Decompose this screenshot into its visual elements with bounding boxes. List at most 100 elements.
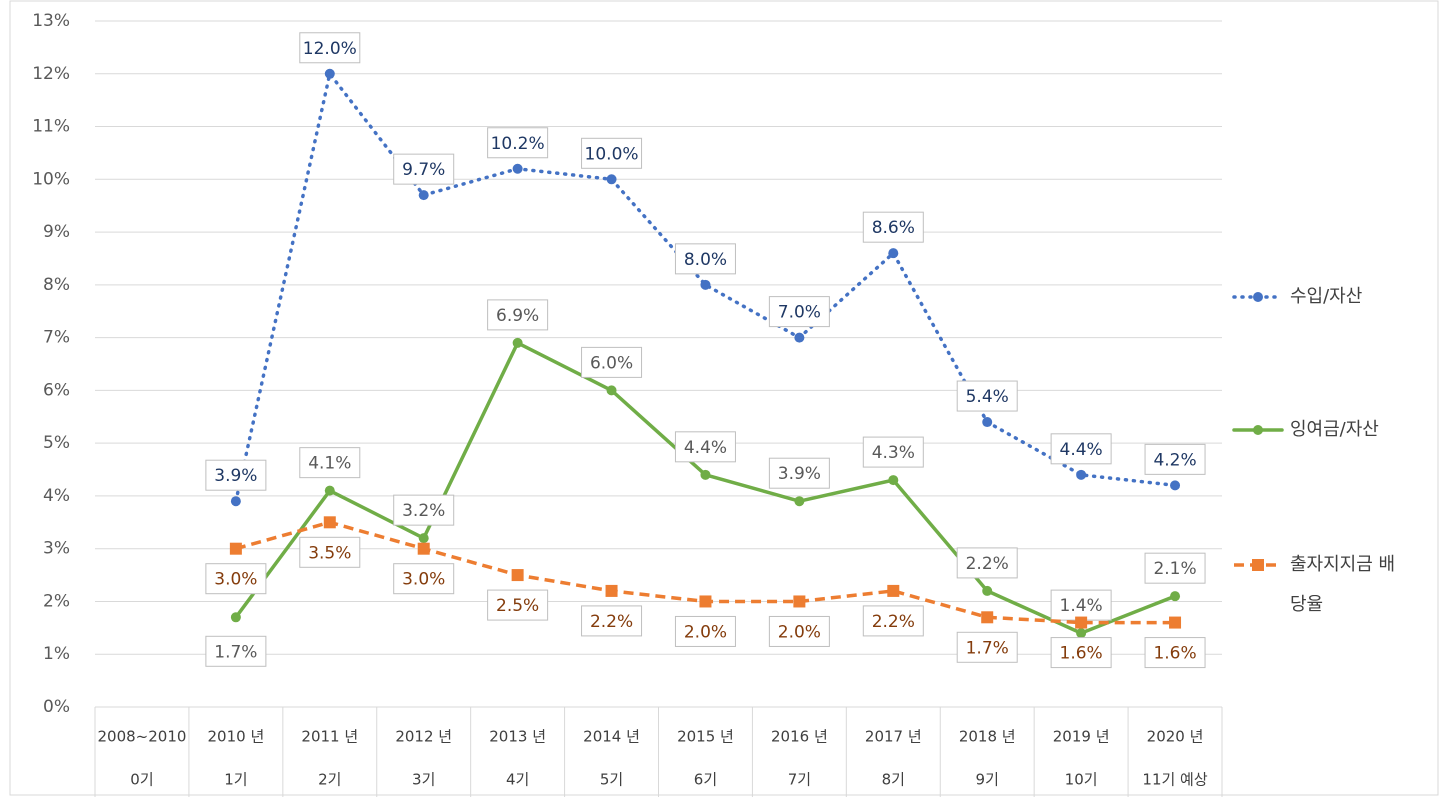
label-box (674, 243, 736, 275)
marker (700, 469, 711, 480)
data-label: 2.2% (581, 605, 643, 637)
data-label: 2.1% (1144, 552, 1206, 584)
data-label-text: 1.7% (214, 642, 257, 662)
marker (982, 585, 993, 596)
x-tick-label: 1기 (224, 771, 247, 789)
label-box (393, 494, 455, 526)
data-label-text: 3.5% (308, 543, 351, 563)
x-tick-label: 4기 (506, 771, 529, 789)
y-tick-label: 0% (43, 697, 70, 717)
label-box (205, 635, 267, 667)
label-box (862, 211, 924, 243)
data-label: 3.0% (393, 563, 455, 595)
label-box (1050, 589, 1112, 621)
data-label: 4.1% (299, 447, 361, 479)
label-box (205, 563, 267, 595)
marker (888, 248, 899, 259)
data-label-text: 2.0% (684, 622, 727, 642)
x-tick-label: 0기 (130, 771, 153, 789)
label-box (1050, 637, 1112, 669)
y-tick-label: 8% (43, 275, 70, 295)
data-label: 6.0% (581, 346, 643, 378)
data-label-text: 2.2% (872, 612, 915, 632)
label-box (862, 605, 924, 637)
data-label: 3.2% (393, 494, 455, 526)
x-tick-label: 2017 년 (865, 728, 922, 746)
label-box (581, 346, 643, 378)
data-label: 6.9% (487, 299, 549, 331)
marker (794, 332, 805, 343)
x-tick-label: 9기 (976, 771, 999, 789)
data-label-text: 8.0% (684, 250, 727, 270)
marker (230, 496, 241, 507)
marker (700, 279, 711, 290)
legend-marker (1253, 425, 1263, 435)
data-label-text: 12.0% (303, 39, 357, 59)
marker (1076, 628, 1087, 639)
data-label-text: 2.2% (590, 612, 633, 632)
data-label: 2.2% (862, 605, 924, 637)
data-label: 7.0% (768, 296, 830, 328)
series-line (234, 341, 1177, 635)
marker (324, 485, 335, 496)
label-box (299, 536, 361, 568)
y-tick-label: 5% (43, 433, 70, 453)
data-label: 4.3% (862, 436, 924, 468)
data-label: 4.2% (1144, 443, 1206, 475)
marker (1075, 616, 1088, 629)
y-tick-label: 13% (32, 11, 70, 31)
label-box (581, 137, 643, 169)
label-box (768, 457, 830, 489)
marker (1169, 616, 1182, 629)
x-tick-label: 3기 (412, 771, 435, 789)
marker (324, 68, 335, 79)
x-tick-label: 2010 년 (208, 728, 265, 746)
data-label-text: 3.9% (214, 466, 257, 486)
data-label: 4.4% (1050, 433, 1112, 465)
marker (794, 496, 805, 507)
data-label-text: 3.0% (402, 570, 445, 590)
legend-label: 수입/자산 (1290, 286, 1363, 307)
data-label-text: 4.4% (684, 438, 727, 458)
y-tick-label: 4% (43, 486, 70, 506)
data-label-text: 4.2% (1153, 450, 1196, 470)
y-tick-label: 2% (43, 591, 70, 611)
data-label-text: 6.9% (496, 306, 539, 326)
x-tick-label: 2기 (318, 771, 341, 789)
x-tick-label: 10기 (1065, 771, 1098, 789)
data-label-text: 2.0% (778, 622, 821, 642)
data-label: 2.0% (674, 615, 736, 647)
data-label-text: 2.5% (496, 596, 539, 616)
marker (512, 337, 523, 348)
data-label-text: 1.7% (966, 638, 1009, 658)
y-tick-label: 1% (43, 644, 70, 664)
marker (511, 569, 524, 582)
label-box (768, 615, 830, 647)
data-label-text: 1.6% (1060, 644, 1103, 664)
label-box (487, 127, 549, 159)
y-tick-label: 6% (43, 380, 70, 400)
data-label: 9.7% (393, 153, 455, 185)
x-tick-label: 2011 년 (301, 728, 358, 746)
marker (982, 417, 993, 428)
data-label-text: 9.7% (402, 160, 445, 180)
data-label-text: 4.1% (308, 454, 351, 474)
marker (699, 595, 712, 608)
x-tick-label: 2020 년 (1147, 728, 1204, 746)
series-line (235, 520, 1176, 625)
marker (1170, 591, 1181, 602)
x-tick-label: 2018 년 (959, 728, 1016, 746)
legend-label: 출자지지금 배당율 (1290, 554, 1396, 615)
label-box (299, 447, 361, 479)
data-label-text: 4.3% (872, 443, 915, 463)
marker (229, 542, 242, 555)
x-tick-label: 2013 년 (489, 728, 546, 746)
marker (418, 533, 429, 544)
x-tick-label: 2015 년 (677, 728, 734, 746)
x-tick-label: 11기 예상 (1142, 771, 1207, 789)
y-tick-label: 3% (43, 539, 70, 559)
data-label: 1.6% (1050, 637, 1112, 669)
data-label: 1.7% (205, 635, 267, 667)
